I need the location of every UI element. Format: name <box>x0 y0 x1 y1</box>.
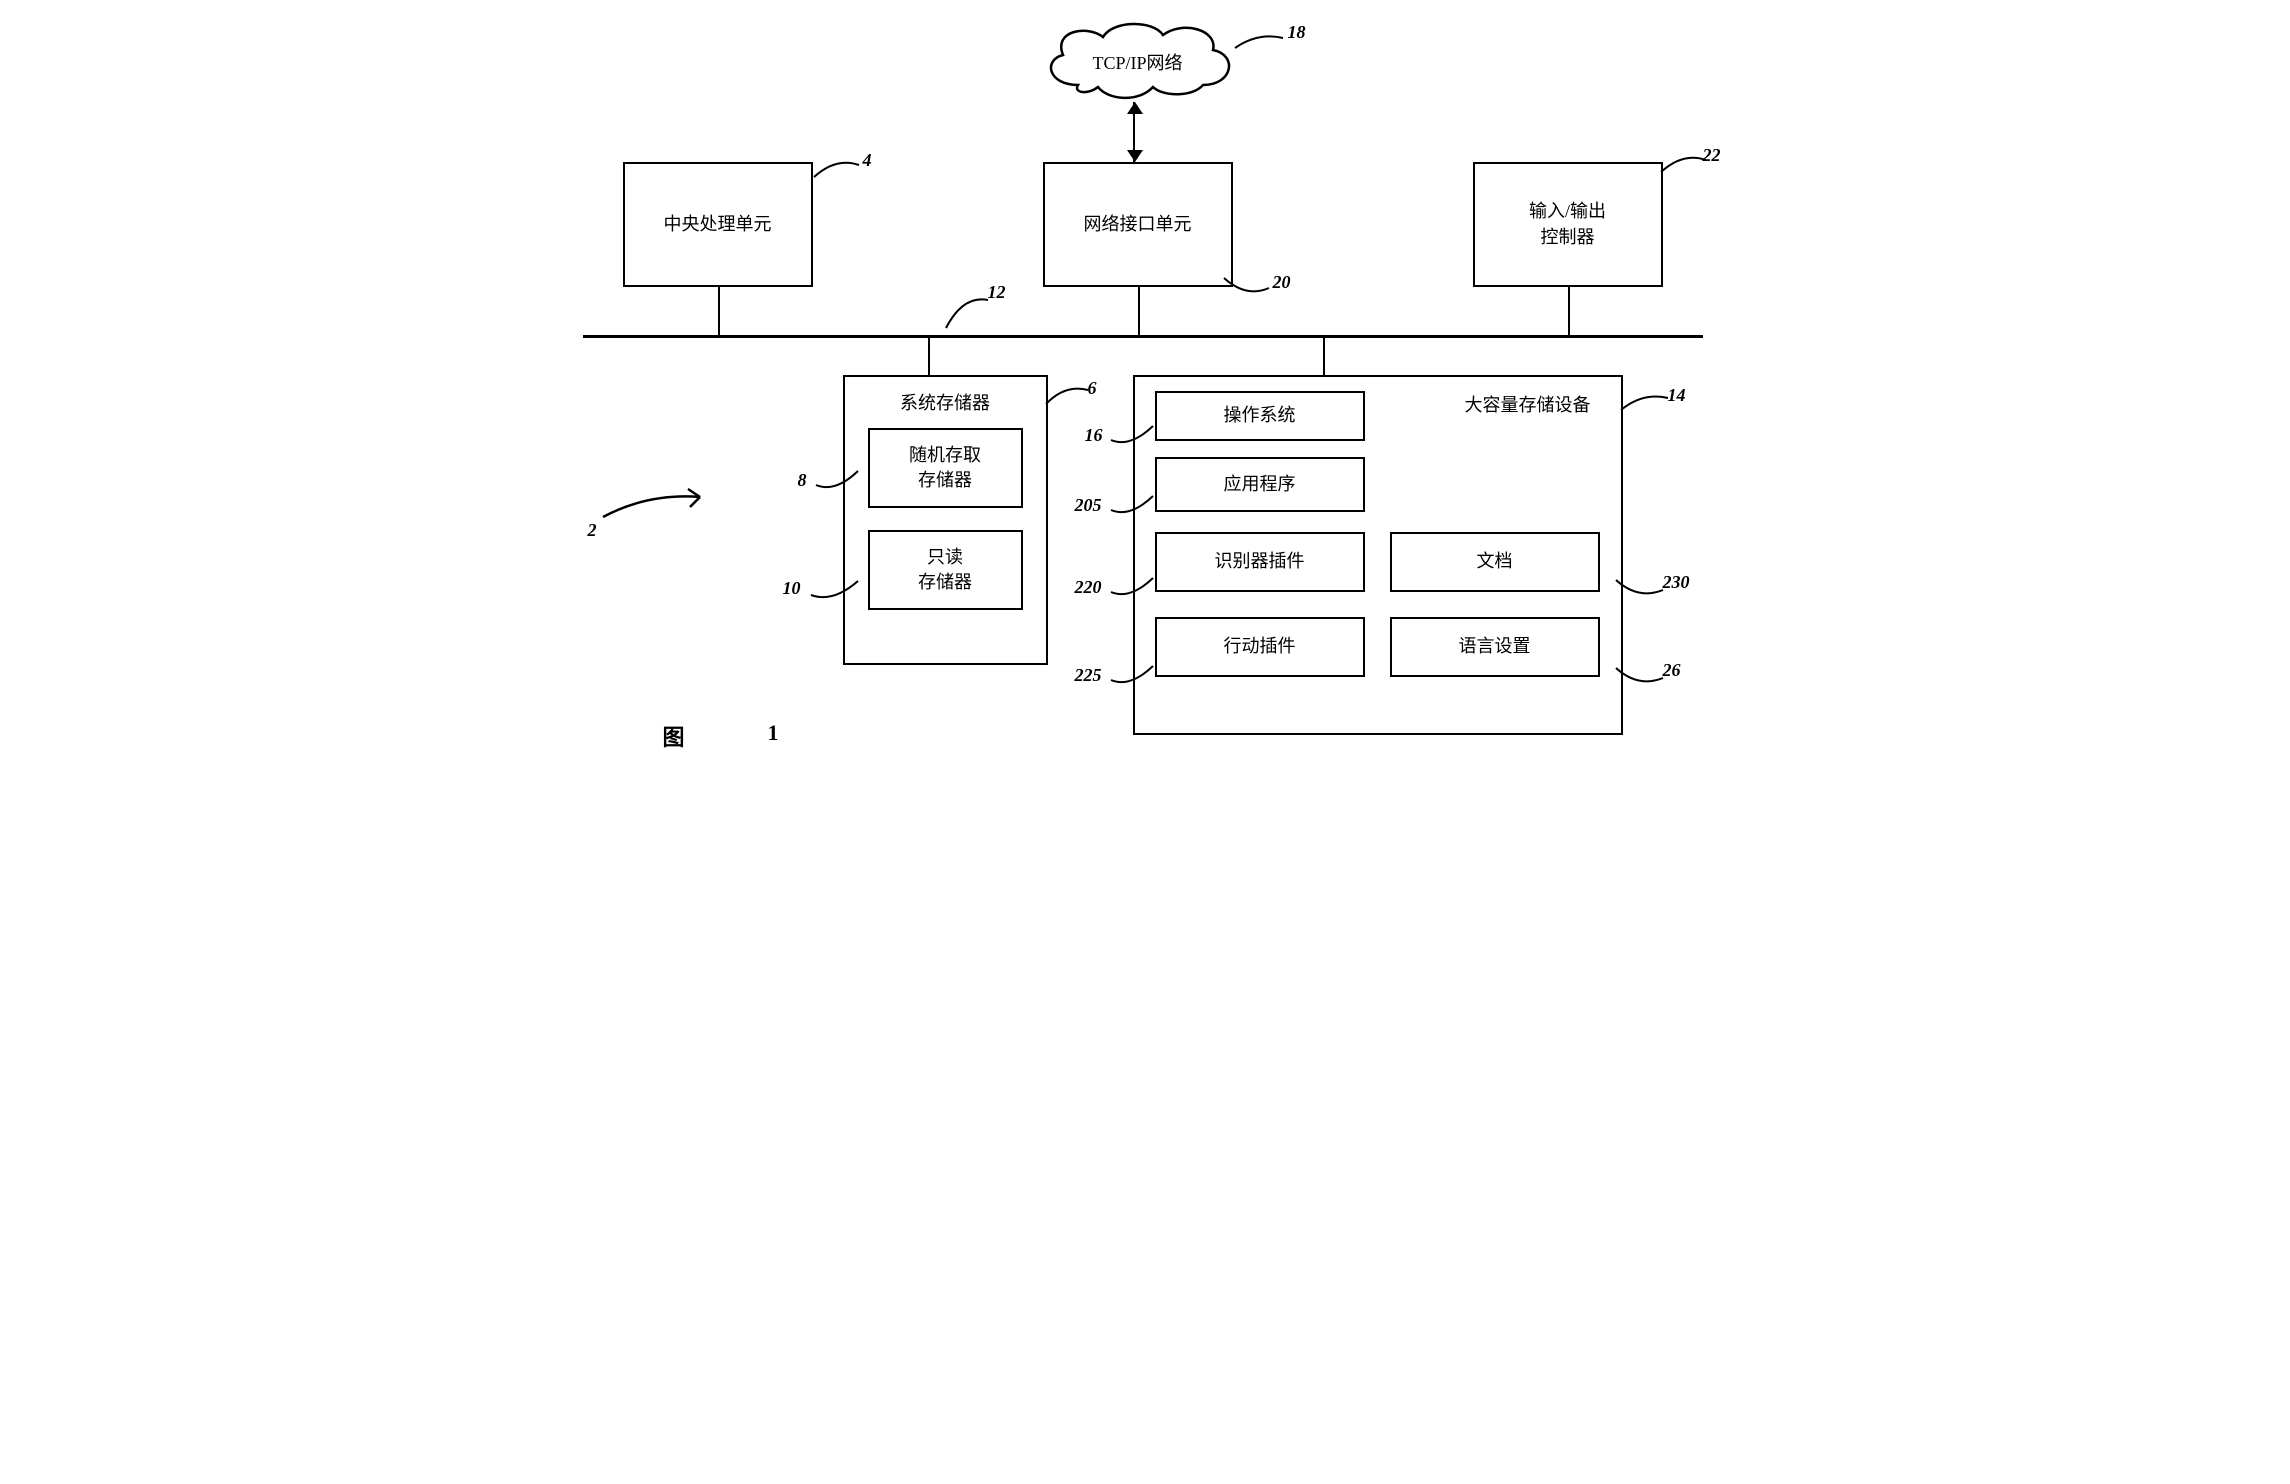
bus-stub-nic <box>1138 287 1141 335</box>
ref-205: 205 <box>1075 495 1102 516</box>
ref-14: 14 <box>1668 385 1686 406</box>
leader-225 <box>1108 660 1158 690</box>
leader-18 <box>1233 30 1293 60</box>
ref-230: 230 <box>1663 572 1690 593</box>
leader-12 <box>943 290 993 330</box>
leader-230 <box>1613 572 1668 602</box>
arrow-up-icon <box>1127 102 1143 114</box>
box-app: 应用程序 <box>1155 457 1365 512</box>
ioc-label-1: 输入/输出 <box>1529 199 1606 224</box>
leader-10 <box>808 575 863 605</box>
bus-stub-mass <box>1323 335 1326 375</box>
leader-8 <box>813 465 863 495</box>
box-lang: 语言设置 <box>1390 617 1600 677</box>
ref-220: 220 <box>1075 577 1102 598</box>
ref-225: 225 <box>1075 665 1102 686</box>
recog-label: 识别器插件 <box>1215 549 1305 574</box>
box-ioc: 输入/输出 控制器 <box>1473 162 1663 287</box>
ref-22: 22 <box>1703 145 1721 166</box>
arrow-down-icon <box>1127 150 1143 162</box>
leader-220 <box>1108 572 1158 602</box>
ram-label-2: 存储器 <box>918 468 972 493</box>
system-bus <box>583 335 1703 338</box>
bus-stub-ioc <box>1568 287 1571 335</box>
leader-14 <box>1618 390 1673 420</box>
action-label: 行动插件 <box>1224 634 1296 659</box>
ref-4: 4 <box>863 150 872 171</box>
box-os: 操作系统 <box>1155 391 1365 441</box>
lang-label: 语言设置 <box>1459 634 1531 659</box>
box-ram: 随机存取 存储器 <box>868 428 1023 508</box>
box-mass-storage: 大容量存储设备 操作系统 应用程序 识别器插件 文档 行动插件 语言设置 <box>1133 375 1623 735</box>
rom-label-1: 只读 <box>927 545 963 570</box>
figure-label-2: 1 <box>768 720 779 746</box>
doc-label: 文档 <box>1477 549 1513 574</box>
rom-label-2: 存储器 <box>918 570 972 595</box>
ref-18: 18 <box>1288 22 1306 43</box>
ram-label-1: 随机存取 <box>909 443 981 468</box>
figure-label-1: 图 <box>663 720 685 752</box>
bus-stub-sysmem <box>928 335 931 375</box>
box-sysmem: 系统存储器 随机存取 存储器 只读 存储器 <box>843 375 1048 665</box>
diagram-canvas: TCP/IP网络 18 中央处理单元 4 网络接口单元 20 输入/输出 控制器… <box>573 20 1718 762</box>
cpu-label: 中央处理单元 <box>664 212 772 237</box>
mass-title: 大容量存储设备 <box>1465 393 1591 418</box>
leader-4 <box>811 155 866 185</box>
leader-6 <box>1043 382 1093 412</box>
ref-2: 2 <box>588 520 597 541</box>
leader-26 <box>1613 660 1668 690</box>
app-label: 应用程序 <box>1224 472 1296 497</box>
box-cpu: 中央处理单元 <box>623 162 813 287</box>
ref-10: 10 <box>783 578 801 599</box>
ref-20: 20 <box>1273 272 1291 293</box>
nic-label: 网络接口单元 <box>1084 212 1192 237</box>
leader-205 <box>1108 490 1158 520</box>
ref-12: 12 <box>988 282 1006 303</box>
sysmem-title: 系统存储器 <box>857 391 1034 416</box>
box-nic: 网络接口单元 <box>1043 162 1233 287</box>
cloud-network: TCP/IP网络 <box>1033 15 1243 105</box>
ref-8: 8 <box>798 470 807 491</box>
box-recog: 识别器插件 <box>1155 532 1365 592</box>
box-action: 行动插件 <box>1155 617 1365 677</box>
ref-26: 26 <box>1663 660 1681 681</box>
bus-stub-cpu <box>718 287 721 335</box>
ioc-label-2: 控制器 <box>1541 225 1595 250</box>
system-arrow-icon <box>598 485 718 525</box>
ref-6: 6 <box>1088 378 1097 399</box>
leader-16 <box>1108 420 1158 450</box>
ref-16: 16 <box>1085 425 1103 446</box>
os-label: 操作系统 <box>1224 403 1296 428</box>
box-doc: 文档 <box>1390 532 1600 592</box>
cloud-label: TCP/IP网络 <box>1033 49 1243 75</box>
box-rom: 只读 存储器 <box>868 530 1023 610</box>
leader-20 <box>1221 270 1276 300</box>
